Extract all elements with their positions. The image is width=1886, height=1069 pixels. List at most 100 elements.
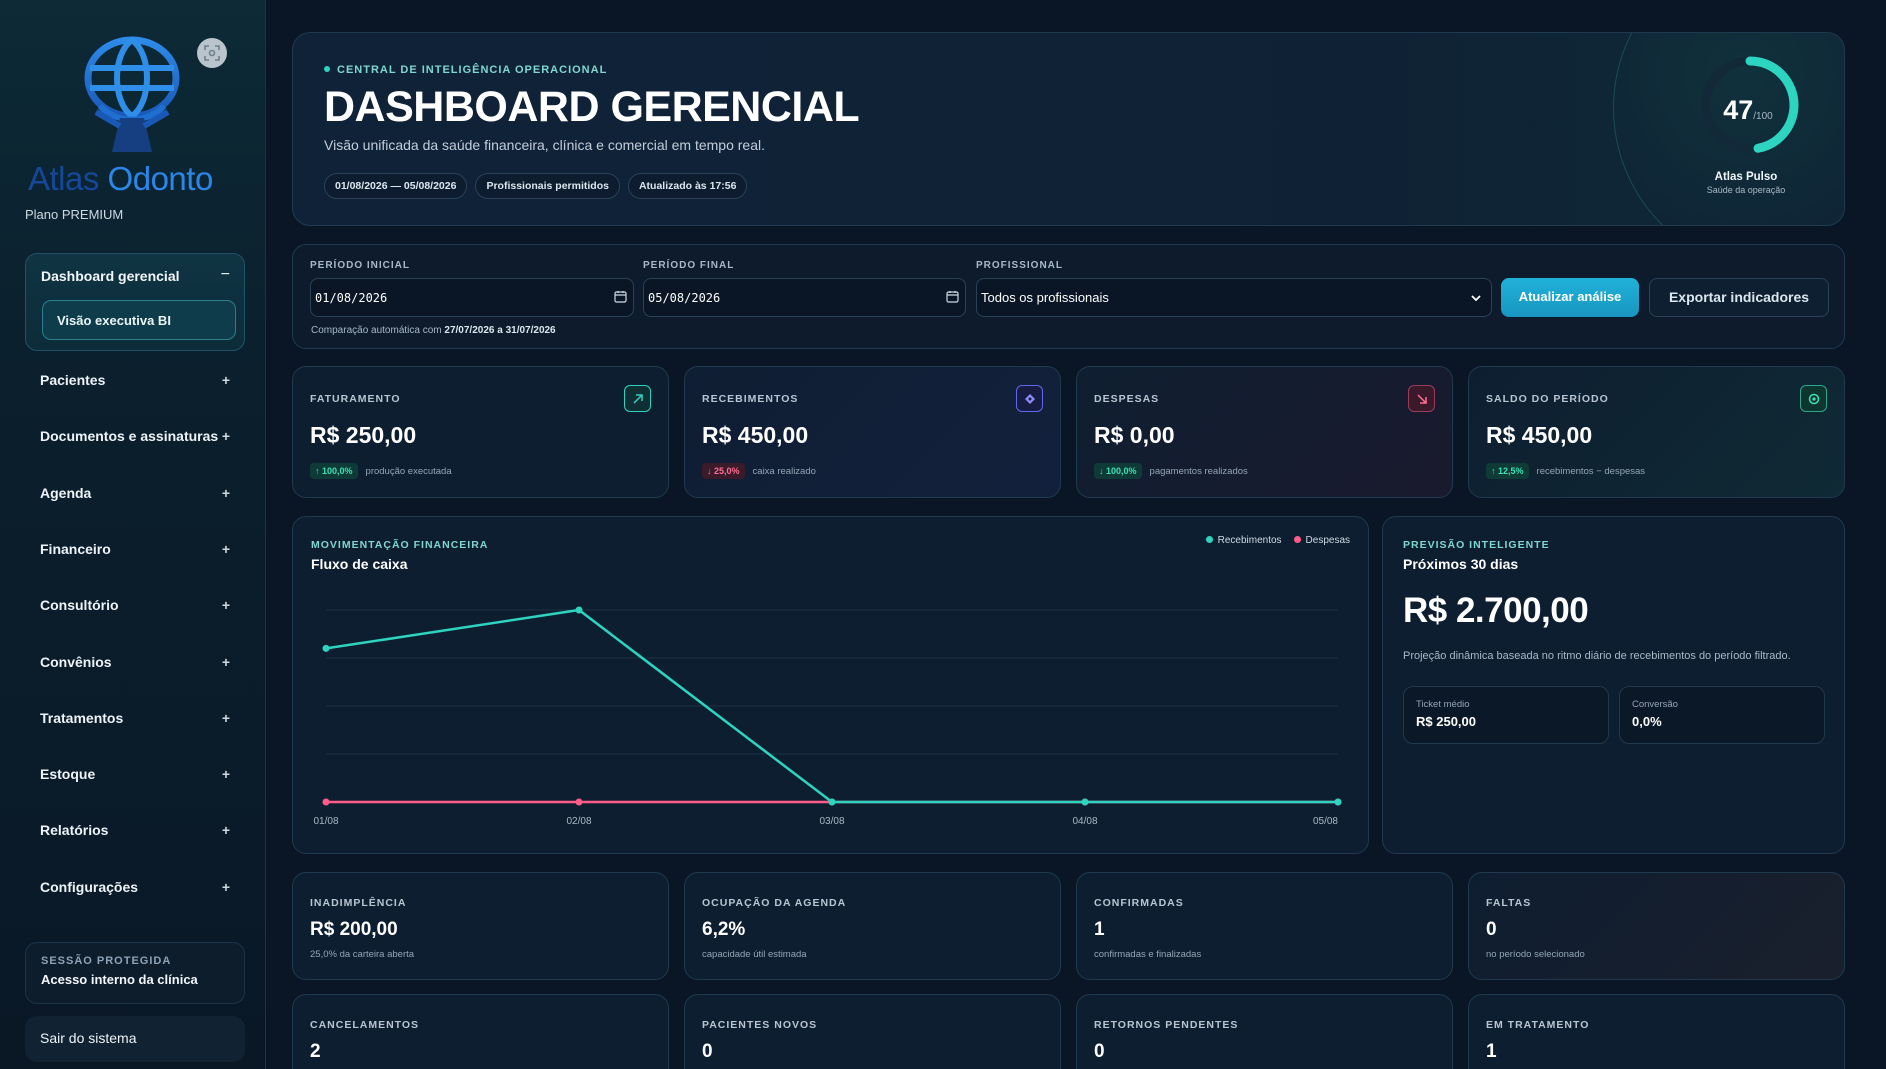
sidebar-item-estoque[interactable]: Estoque + [40, 766, 232, 790]
kpi-footnote: caixa realizado [752, 465, 816, 477]
globe-logo-icon [84, 36, 180, 152]
comparison-note-prefix: Comparação automática com [311, 325, 445, 336]
expand-icon: + [221, 766, 230, 782]
x-tick-label: 02/08 [566, 816, 591, 827]
kpi-value: R$ 250,00 [310, 422, 417, 448]
collapse-toggle[interactable]: − [220, 266, 230, 283]
forecast-title: Próximos 30 dias [1403, 556, 1519, 572]
chip-period: 01/08/2026 — 05/08/2026 [324, 173, 468, 199]
session-label: SESSÃO PROTEGIDA [41, 955, 172, 967]
x-tick-label: 04/08 [1072, 816, 1097, 827]
sidebar-item-label: Estoque [40, 766, 96, 782]
trend-down-icon [1408, 385, 1435, 412]
professional-label: PROFISSIONAL [976, 260, 1064, 271]
filter-panel: PERÍODO INICIAL 01/08/2026 PERÍODO FINAL… [292, 244, 1845, 349]
forecast-value: R$ 2.700,00 [1403, 591, 1589, 630]
data-point-recebimentos [1334, 798, 1342, 806]
stat-value: 0 [1094, 1041, 1105, 1062]
data-point-despesas [575, 798, 583, 806]
logo-settings-button[interactable] [197, 38, 227, 68]
data-point-recebimentos [575, 606, 583, 614]
stat-value: 2 [310, 1041, 321, 1062]
sidebar-item-configuracoes[interactable]: Configurações + [40, 879, 232, 903]
sidebar-item-label: Convênios [40, 654, 112, 670]
export-indicators-button[interactable]: Exportar indicadores [1649, 278, 1829, 317]
forecast-eyebrow: PREVISÃO INTELIGENTE [1403, 539, 1550, 551]
status-dot-icon [324, 66, 330, 73]
start-date-input[interactable]: 01/08/2026 [310, 278, 634, 317]
kpi-card-faturamento: FATURAMENTO R$ 250,00 ↑ 100,0% produção e… [292, 366, 669, 498]
sidebar-item-label: Documentos e assinaturas [40, 428, 219, 444]
stat-value: 1 [1486, 1041, 1497, 1062]
end-date-input[interactable]: 05/08/2026 [643, 278, 966, 317]
focus-icon [204, 45, 220, 61]
hero-panel: CENTRAL DE INTELIGÊNCIA OPERACIONAL DASH… [292, 32, 1845, 226]
page-subtitle: Visão unificada da saúde financeira, clí… [324, 137, 765, 153]
conversao-label: Conversão [1632, 699, 1678, 710]
legend-item-despesas[interactable]: Despesas [1293, 535, 1350, 546]
logout-button[interactable]: Sair do sistema [25, 1016, 245, 1062]
pulse-title: Atlas Pulso [1714, 171, 1778, 183]
calendar-icon[interactable] [614, 290, 627, 303]
atlas-odonto-logo[interactable]: Atlas Odonto [28, 34, 228, 197]
pulse-gauge [1701, 56, 1799, 154]
page-title: DASHBOARD GERENCIAL [324, 83, 860, 131]
stat-card-retornos: RETORNOS PENDENTES 0 [1076, 994, 1453, 1069]
nav-group-dashboard-label[interactable]: Dashboard gerencial [41, 268, 180, 284]
sidebar-item-label: Tratamentos [40, 710, 124, 726]
legend-swatch-icon [1205, 536, 1213, 543]
sidebar-item-label: Consultório [40, 597, 119, 613]
kpi-footnote: pagamentos realizados [1149, 465, 1248, 477]
professional-select[interactable]: Todos os profissionais [976, 278, 1492, 317]
kpi-label: RECEBIMENTOS [702, 393, 799, 405]
stat-label: OCUPAÇÃO DA AGENDA [702, 897, 847, 909]
pulse-score-max: /100 [1753, 111, 1773, 122]
kpi-card-saldo: SALDO DO PERÍODO R$ 450,00 ↑ 12,5% recebi… [1468, 366, 1845, 498]
expand-icon: + [221, 597, 230, 613]
kpi-footer: ↑ 12,5% recebimentos − despesas [1486, 463, 1645, 479]
ticket-medio-value: R$ 250,00 [1416, 714, 1476, 729]
nav-sub-visao-executiva[interactable]: Visão executiva BI [42, 300, 236, 340]
stat-card-faltas: FALTAS 0 no período selecionado [1468, 872, 1845, 980]
kpi-footer: ↓ 25,0% caixa realizado [702, 463, 816, 479]
ticket-medio-label: Ticket médio [1416, 699, 1470, 710]
sidebar-item-relatorios[interactable]: Relatórios + [40, 822, 232, 846]
calendar-icon[interactable] [946, 290, 959, 303]
legend-item-recebimentos[interactable]: Recebimentos [1205, 535, 1282, 546]
hero-chips: 01/08/2026 — 05/08/2026 Profissionais pe… [324, 173, 748, 199]
sidebar-item-documentos[interactable]: Documentos e assinaturas + [40, 428, 232, 452]
logo-text-left: Atlas [28, 160, 99, 197]
kpi-change-badge: ↓ 100,0% [1094, 463, 1142, 479]
sidebar-item-financeiro[interactable]: Financeiro + [40, 541, 232, 565]
conversao-box: Conversão 0,0% [1619, 686, 1825, 744]
diamond-icon [1016, 385, 1043, 412]
expand-icon: + [221, 428, 230, 444]
kpi-value: R$ 450,00 [1486, 422, 1593, 448]
sidebar-item-agenda[interactable]: Agenda + [40, 485, 232, 509]
comparison-note: Comparação automática com 27/07/2026 a 3… [311, 325, 556, 336]
stat-value: 1 [1094, 919, 1105, 940]
legend-label: Despesas [1305, 535, 1350, 546]
start-date-value: 01/08/2026 [315, 291, 388, 305]
kpi-value: R$ 0,00 [1094, 422, 1175, 448]
end-date-value: 05/08/2026 [648, 291, 721, 305]
conversao-value: 0,0% [1632, 714, 1662, 729]
stat-card-confirmadas: CONFIRMADAS 1 confirmadas e finalizadas [1076, 872, 1453, 980]
sidebar-item-pacientes[interactable]: Pacientes + [40, 372, 232, 396]
chart-legend: Recebimentos Despesas [1205, 535, 1350, 546]
sidebar-item-tratamentos[interactable]: Tratamentos + [40, 710, 232, 734]
pulse-caption: Atlas Pulso Saúde da operação [1671, 171, 1821, 195]
session-box: SESSÃO PROTEGIDA Acesso interno da clíni… [25, 942, 245, 1004]
cash-flow-chart: 01/08 02/08 03/08 04/08 05/08 [313, 606, 1342, 827]
pulse-score-value: 47 [1723, 95, 1754, 125]
hero-eyebrow: CENTRAL DE INTELIGÊNCIA OPERACIONAL [324, 64, 607, 76]
update-analysis-button[interactable]: Atualizar análise [1501, 278, 1639, 317]
session-value: Acesso interno da clínica [41, 972, 198, 987]
sidebar-item-consultorio[interactable]: Consultório + [40, 597, 232, 621]
pulse-subtitle: Saúde da operação [1706, 185, 1786, 195]
expand-icon: + [221, 654, 230, 670]
stat-label: INADIMPLÊNCIA [310, 897, 407, 909]
chevron-down-icon [1471, 295, 1481, 302]
stat-card-ocupacao: OCUPAÇÃO DA AGENDA 6,2% capacidade útil … [684, 872, 1061, 980]
sidebar-item-convenios[interactable]: Convênios + [40, 654, 232, 678]
